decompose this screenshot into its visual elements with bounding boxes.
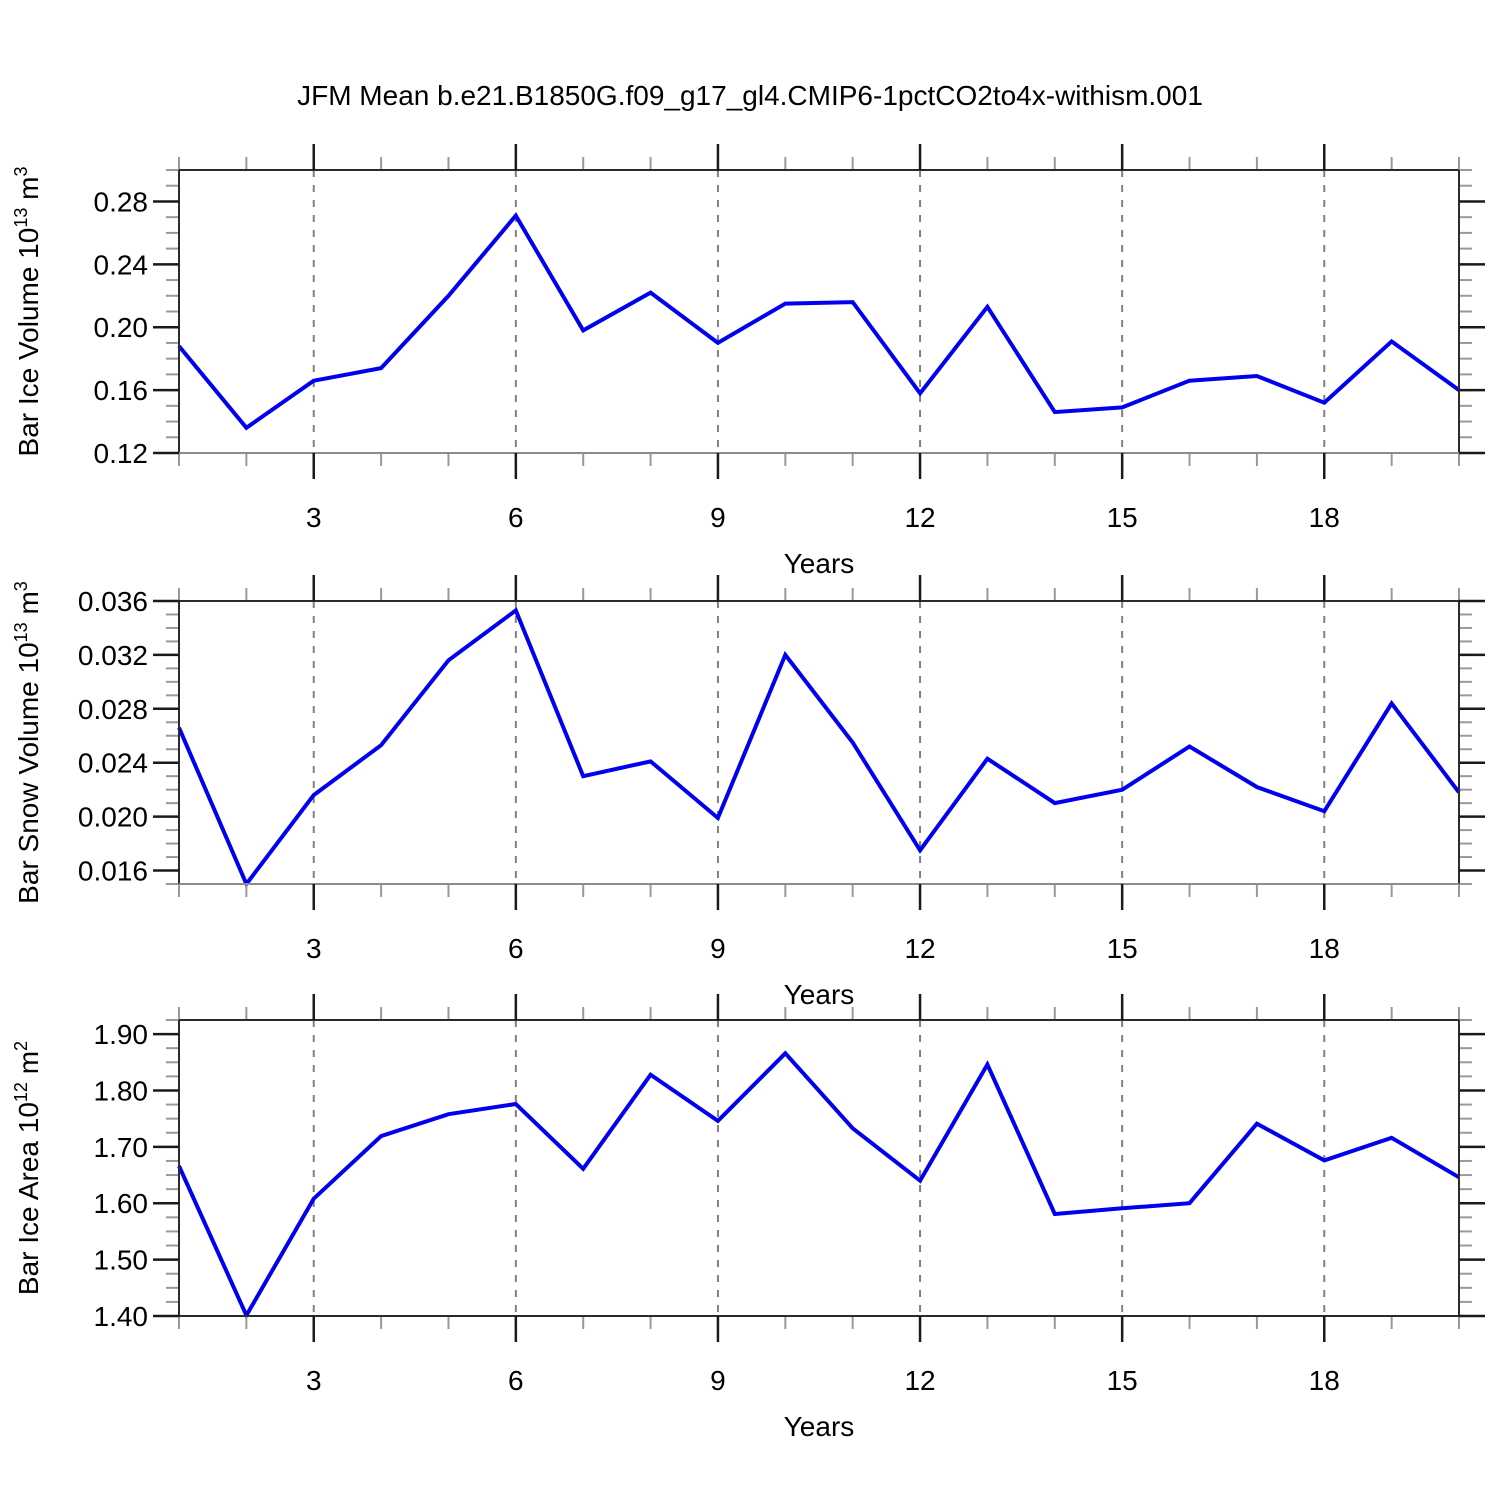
- y-tick-label: 1.60: [94, 1188, 149, 1219]
- y-tick-label: 0.12: [94, 438, 149, 469]
- y-tick-label: 0.24: [94, 249, 149, 280]
- y-axis-title-superscript: 3: [11, 167, 31, 177]
- x-tick-label: 6: [508, 933, 524, 964]
- y-axis-title-text: m: [13, 1051, 44, 1082]
- plot-title: JFM Mean b.e21.B1850G.f09_g17_gl4.CMIP6-…: [297, 80, 1203, 111]
- data-line-bar-snow-volume: [177, 607, 1461, 888]
- x-tick-label: 12: [904, 502, 935, 533]
- x-tick-label: 9: [710, 933, 726, 964]
- chart-bar-ice-volume: 3 6 9 12 15 18 0.12 0.16 0.20 0.24 0.28 Years Bar Ic…: [11, 144, 1485, 579]
- y-tick-label: 0.032: [78, 640, 148, 671]
- y-tick-label: 1.90: [94, 1019, 149, 1050]
- x-tick-label: 9: [710, 502, 726, 533]
- x-axis-title: Years: [784, 979, 855, 1010]
- x-tick-label: 15: [1107, 1365, 1138, 1396]
- y-tick-label: 0.016: [78, 856, 148, 887]
- x-tick-label: 3: [306, 933, 322, 964]
- x-tick-label: 18: [1309, 933, 1340, 964]
- y-tick-label: 0.20: [94, 312, 149, 343]
- x-axis-title: Years: [784, 548, 855, 579]
- y-axis-title-superscript: 13: [11, 208, 31, 228]
- x-tick-label: 6: [508, 1365, 524, 1396]
- y-axis-title: Bar Ice Volume 1013 m3: [11, 167, 44, 457]
- y-tick-label: 0.028: [78, 694, 148, 725]
- x-tick-label: 12: [904, 1365, 935, 1396]
- x-tick-label: 15: [1107, 502, 1138, 533]
- x-tick-label: 18: [1309, 502, 1340, 533]
- y-tick-label: 0.020: [78, 802, 148, 833]
- y-tick-label: 0.16: [94, 375, 149, 406]
- y-axis-title-text: m: [13, 177, 44, 208]
- y-axis-title-text: Bar Ice Area 10: [13, 1102, 44, 1295]
- y-axis-title-superscript: 2: [11, 1041, 31, 1051]
- x-tick-label: 12: [904, 933, 935, 964]
- chart-bar-ice-area: 3 6 9 12 15 18 1.40 1.50 1.60 1.70 1.80 1.90 Years Ba…: [11, 994, 1485, 1442]
- x-tick-label: 15: [1107, 933, 1138, 964]
- x-tick-label: 18: [1309, 1365, 1340, 1396]
- y-axis-title: Bar Ice Area 1012 m2: [11, 1041, 44, 1295]
- chart-bar-snow-volume: 3 6 9 12 15 18 0.016 0.020 0.024 0.028 0.032 0.036 Y…: [11, 575, 1485, 1010]
- x-tick-label: 6: [508, 502, 524, 533]
- y-tick-label: 1.80: [94, 1075, 149, 1106]
- x-tick-label: 9: [710, 1365, 726, 1396]
- data-line-bar-ice-area: [177, 1050, 1461, 1320]
- y-tick-label: 0.28: [94, 186, 149, 217]
- y-axis-title-text: Bar Ice Volume 10: [13, 228, 44, 457]
- x-tick-label: 3: [306, 502, 322, 533]
- data-line-bar-ice-volume: [177, 212, 1461, 431]
- y-axis-title-superscript: 12: [11, 1082, 31, 1102]
- x-axis-title: Years: [784, 1411, 855, 1442]
- y-tick-label: 0.024: [78, 748, 148, 779]
- y-axis-title: Bar Snow Volume 1013 m3: [11, 581, 44, 904]
- y-tick-label: 1.70: [94, 1132, 149, 1163]
- y-tick-label: 0.036: [78, 586, 148, 617]
- y-tick-label: 1.40: [94, 1301, 149, 1332]
- y-axis-title-superscript: 13: [11, 622, 31, 642]
- y-axis-title-text: m: [13, 591, 44, 622]
- y-tick-label: 1.50: [94, 1245, 149, 1276]
- y-axis-title-superscript: 3: [11, 581, 31, 591]
- x-tick-label: 3: [306, 1365, 322, 1396]
- y-axis-title-text: Bar Snow Volume 10: [13, 642, 44, 904]
